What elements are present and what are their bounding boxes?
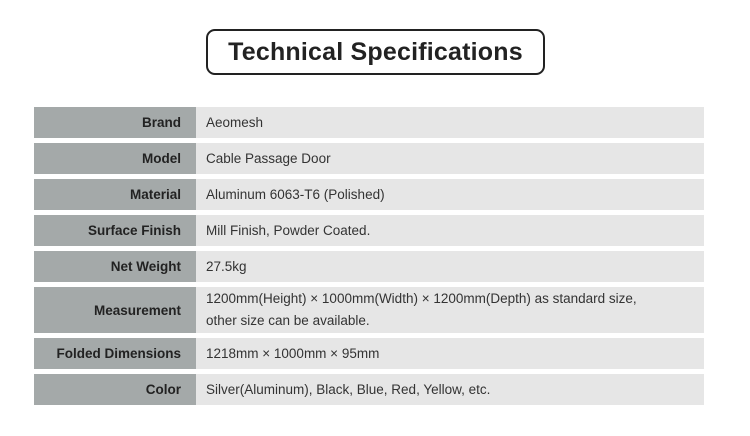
spec-label: Material xyxy=(34,179,196,210)
spec-row-measurement: Measurement 1200mm(Height) × 1000mm(Widt… xyxy=(34,287,704,333)
spec-label: Model xyxy=(34,143,196,174)
spec-value: Silver(Aluminum), Black, Blue, Red, Yell… xyxy=(196,374,704,405)
spec-row-surface-finish: Surface Finish Mill Finish, Powder Coate… xyxy=(34,215,704,246)
spec-value: Cable Passage Door xyxy=(196,143,704,174)
spec-value-line-2: other size can be available. xyxy=(206,313,370,328)
spec-value-line-1: 1200mm(Height) × 1000mm(Width) × 1200mm(… xyxy=(206,291,637,306)
spec-value: 27.5kg xyxy=(196,251,704,282)
spec-value: 1218mm × 1000mm × 95mm xyxy=(196,338,704,369)
spec-row-material: Material Aluminum 6063-T6 (Polished) xyxy=(34,179,704,210)
spec-label: Color xyxy=(34,374,196,405)
spec-value: 1200mm(Height) × 1000mm(Width) × 1200mm(… xyxy=(196,287,704,333)
spec-row-color: Color Silver(Aluminum), Black, Blue, Red… xyxy=(34,374,704,405)
spec-value: Mill Finish, Powder Coated. xyxy=(196,215,704,246)
spec-table: Brand Aeomesh Model Cable Passage Door M… xyxy=(34,107,704,410)
spec-row-folded-dimensions: Folded Dimensions 1218mm × 1000mm × 95mm xyxy=(34,338,704,369)
spec-label: Net Weight xyxy=(34,251,196,282)
spec-label: Brand xyxy=(34,107,196,138)
page-title: Technical Specifications xyxy=(206,29,545,75)
spec-label: Surface Finish xyxy=(34,215,196,246)
spec-value: Aluminum 6063-T6 (Polished) xyxy=(196,179,704,210)
spec-row-model: Model Cable Passage Door xyxy=(34,143,704,174)
spec-row-net-weight: Net Weight 27.5kg xyxy=(34,251,704,282)
spec-label: Folded Dimensions xyxy=(34,338,196,369)
spec-value: Aeomesh xyxy=(196,107,704,138)
spec-row-brand: Brand Aeomesh xyxy=(34,107,704,138)
spec-label: Measurement xyxy=(34,287,196,333)
